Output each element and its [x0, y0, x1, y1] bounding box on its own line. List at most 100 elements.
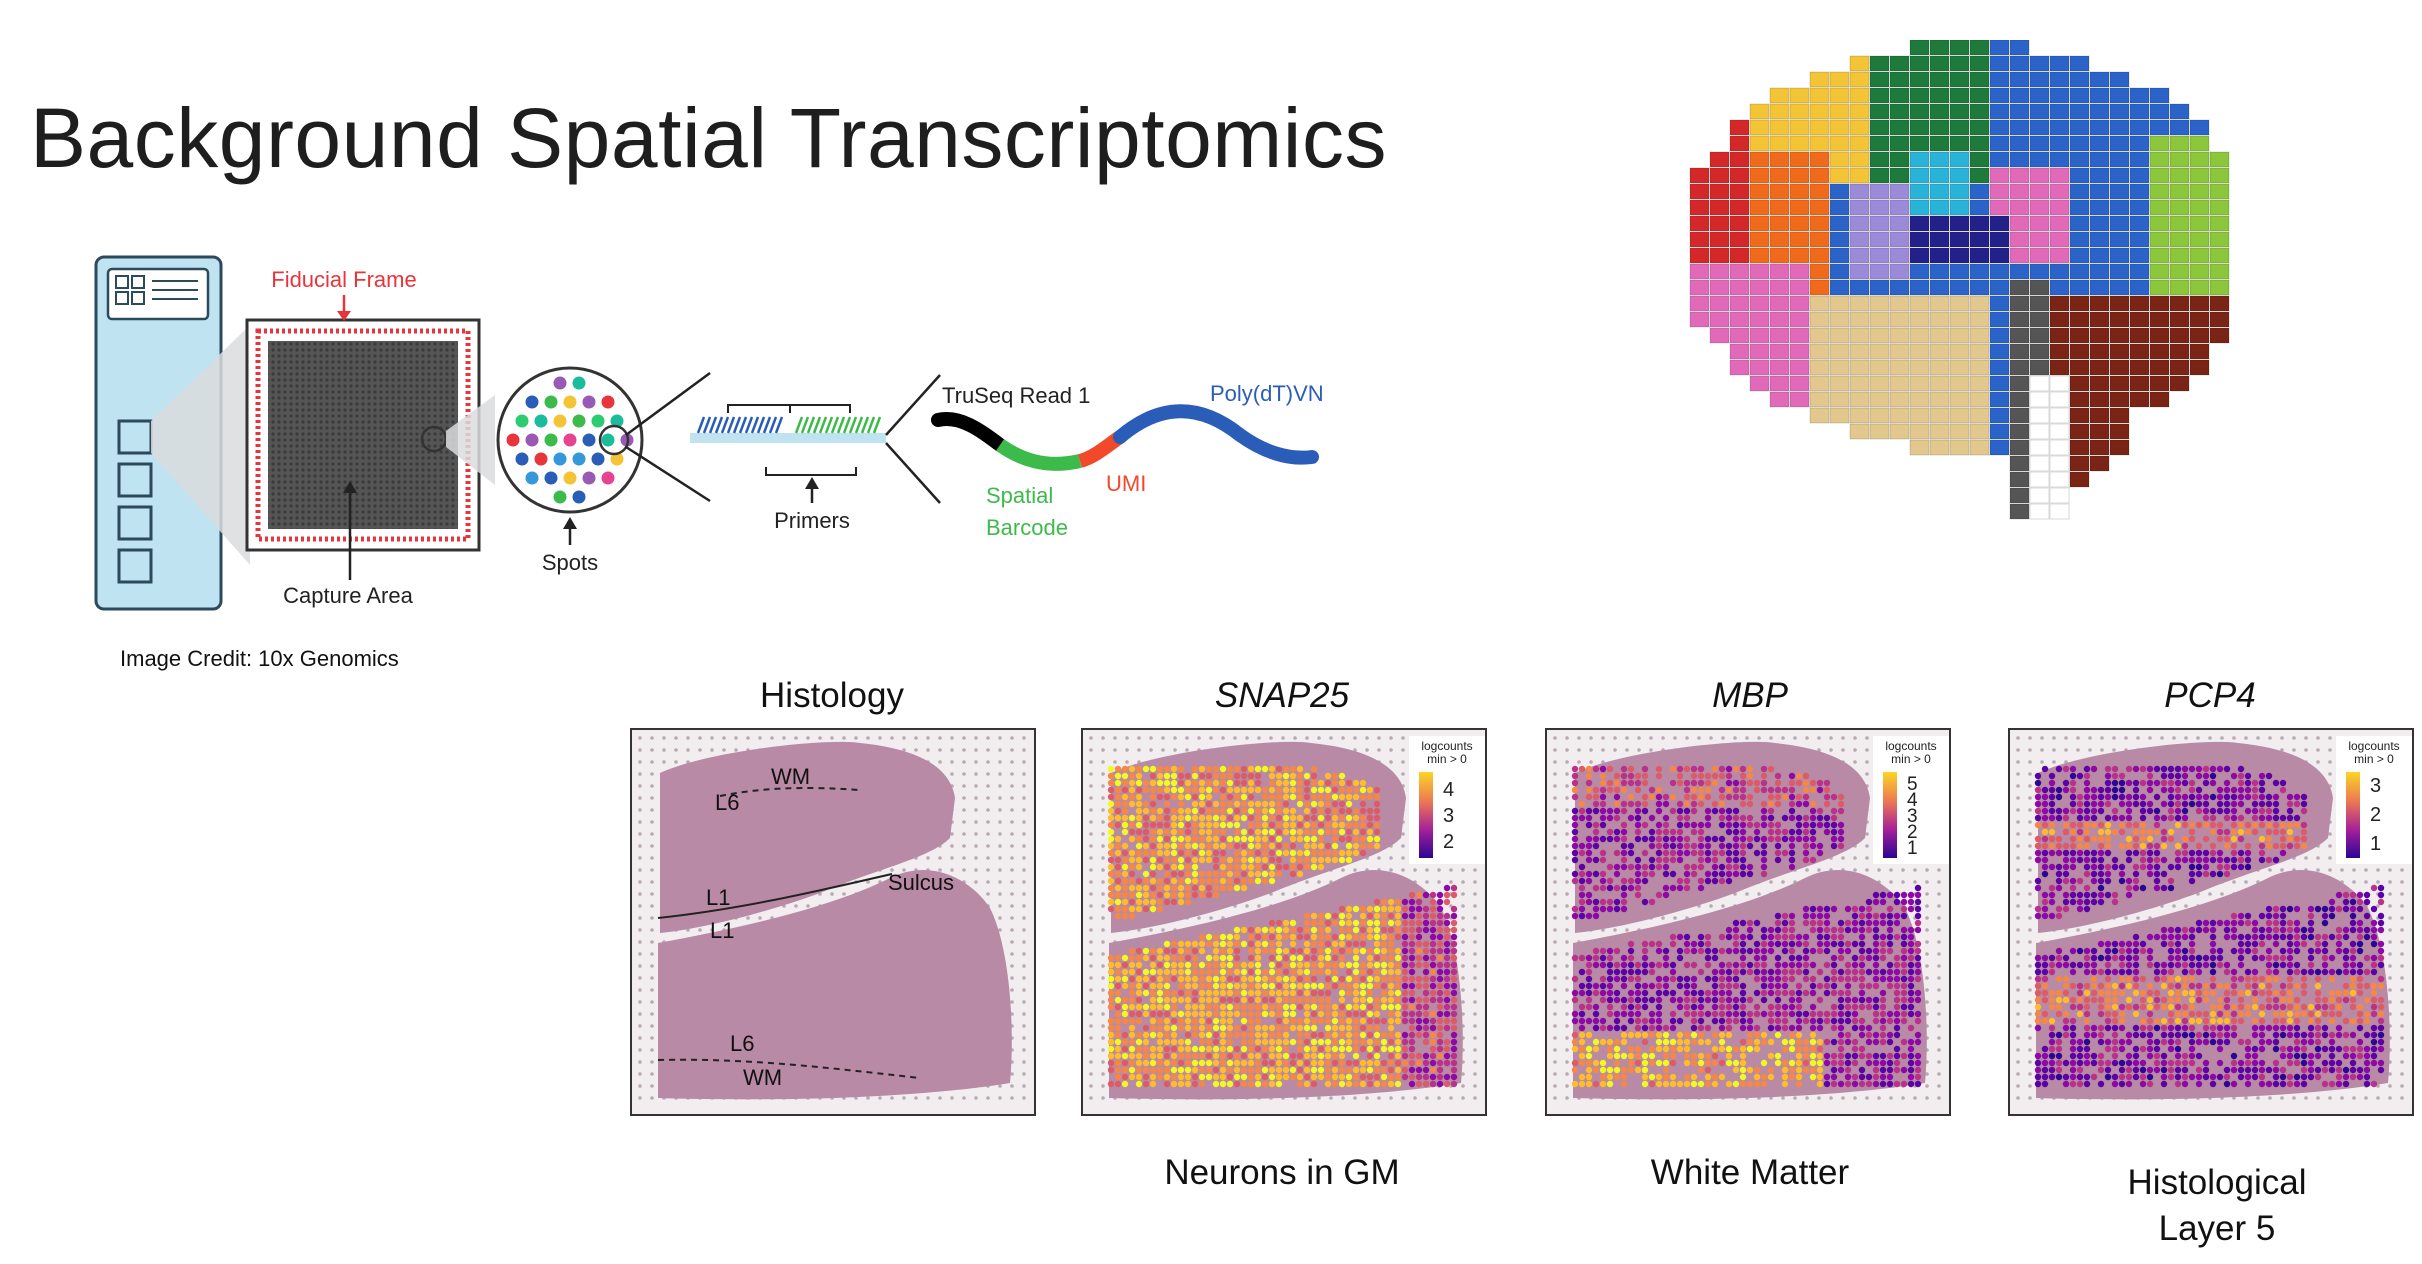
expression-spot: [1739, 779, 1747, 787]
expression-spot: [1774, 1024, 1782, 1032]
expression-spot: [1704, 772, 1712, 780]
expression-spot: [1373, 961, 1381, 969]
expression-spot: [1289, 1059, 1297, 1067]
expression-spot: [1907, 1080, 1915, 1088]
expression-spot: [1310, 1024, 1318, 1032]
expression-spot: [2279, 996, 2287, 1004]
lego-brick: [1989, 279, 2010, 296]
lego-brick: [1809, 71, 1830, 88]
lego-brick: [1769, 231, 1790, 248]
expression-spot: [2055, 793, 2063, 801]
expression-spot: [1149, 891, 1157, 899]
expression-spot: [1837, 1024, 1845, 1032]
expression-spot: [1704, 940, 1712, 948]
expression-spot: [1247, 814, 1255, 822]
expression-spot: [1331, 919, 1339, 927]
expression-spot: [1599, 772, 1607, 780]
expression-spot: [1387, 961, 1395, 969]
expression-spot: [1732, 933, 1740, 941]
expression-spot: [2139, 765, 2147, 773]
lego-brick: [1769, 151, 1790, 168]
lego-brick: [1809, 375, 1830, 392]
expression-spot: [1704, 793, 1712, 801]
expression-spot: [1907, 1010, 1915, 1018]
expression-spot: [1345, 919, 1353, 927]
panel-title-snap25: SNAP25: [1214, 676, 1350, 715]
expression-spot: [2251, 1017, 2259, 1025]
expression-spot: [1268, 982, 1276, 990]
expression-spot: [2174, 926, 2182, 934]
expression-spot: [2195, 765, 2203, 773]
expression-spot: [1352, 1038, 1360, 1046]
expression-spot: [1865, 1024, 1873, 1032]
expression-spot: [1212, 968, 1220, 976]
lego-brick: [2129, 375, 2150, 392]
lego-brick: [2069, 263, 2090, 280]
expression-spot: [1254, 933, 1262, 941]
expression-spot: [1739, 1066, 1747, 1074]
lego-brick: [1849, 103, 1870, 120]
expression-spot: [1732, 828, 1740, 836]
lego-brick: [1829, 375, 1850, 392]
lego-brick: [1929, 295, 1950, 312]
expression-spot: [1170, 814, 1178, 822]
expression-spot: [2118, 1010, 2126, 1018]
expression-spot: [2237, 975, 2245, 983]
lego-brick: [2009, 183, 2030, 200]
expression-spot: [1662, 989, 1670, 997]
expression-spot: [1739, 954, 1747, 962]
expression-spot: [2272, 940, 2280, 948]
expression-spot: [1373, 996, 1381, 1004]
expression-spot: [2111, 814, 2119, 822]
expression-spot: [1170, 765, 1178, 773]
expression-spot: [1823, 940, 1831, 948]
expression-spot: [1634, 800, 1642, 808]
expression-spot: [1739, 982, 1747, 990]
expression-spot: [1816, 926, 1824, 934]
expression-spot: [1592, 1045, 1600, 1053]
expression-spot: [1149, 1052, 1157, 1060]
expression-spot: [2230, 849, 2238, 857]
expression-spot: [1746, 821, 1754, 829]
lego-brick: [2049, 103, 2070, 120]
expression-spot: [1268, 828, 1276, 836]
expression-spot: [2062, 954, 2070, 962]
expression-spot: [1606, 989, 1614, 997]
expression-spot: [2083, 1010, 2091, 1018]
expression-spot: [1233, 1080, 1241, 1088]
expression-spot: [1184, 982, 1192, 990]
expression-spot: [1585, 842, 1593, 850]
expression-spot: [1310, 793, 1318, 801]
primer-strand: [806, 416, 816, 434]
expression-spot: [1247, 863, 1255, 871]
expression-spot: [1711, 968, 1719, 976]
spot-dot: [553, 452, 567, 466]
expression-spot: [2258, 1017, 2266, 1025]
expression-spot: [1767, 1024, 1775, 1032]
expression-spot: [2307, 968, 2315, 976]
expression-spot: [2167, 961, 2175, 969]
expression-spot: [1261, 863, 1269, 871]
expression-spot: [1422, 996, 1430, 1004]
expression-spot: [2097, 1031, 2105, 1039]
expression-spot: [1788, 835, 1796, 843]
expression-spot: [1443, 1059, 1451, 1067]
expression-spot: [2083, 821, 2091, 829]
expression-spot: [2160, 835, 2168, 843]
expression-spot: [1205, 870, 1213, 878]
expression-spot: [1429, 1059, 1437, 1067]
expression-spot: [2237, 1017, 2245, 1025]
expression-spot: [1662, 891, 1670, 899]
expression-spot: [2209, 1017, 2217, 1025]
expression-spot: [1156, 807, 1164, 815]
lego-brick: [1729, 167, 1750, 184]
expression-spot: [2160, 786, 2168, 794]
expression-spot: [1872, 1031, 1880, 1039]
expression-spot: [1163, 807, 1171, 815]
expression-spot: [1233, 975, 1241, 983]
expression-spot: [1226, 779, 1234, 787]
expression-spot: [1240, 989, 1248, 997]
expression-spot: [1886, 919, 1894, 927]
expression-spot: [2335, 926, 2343, 934]
expression-spot: [2153, 975, 2161, 983]
